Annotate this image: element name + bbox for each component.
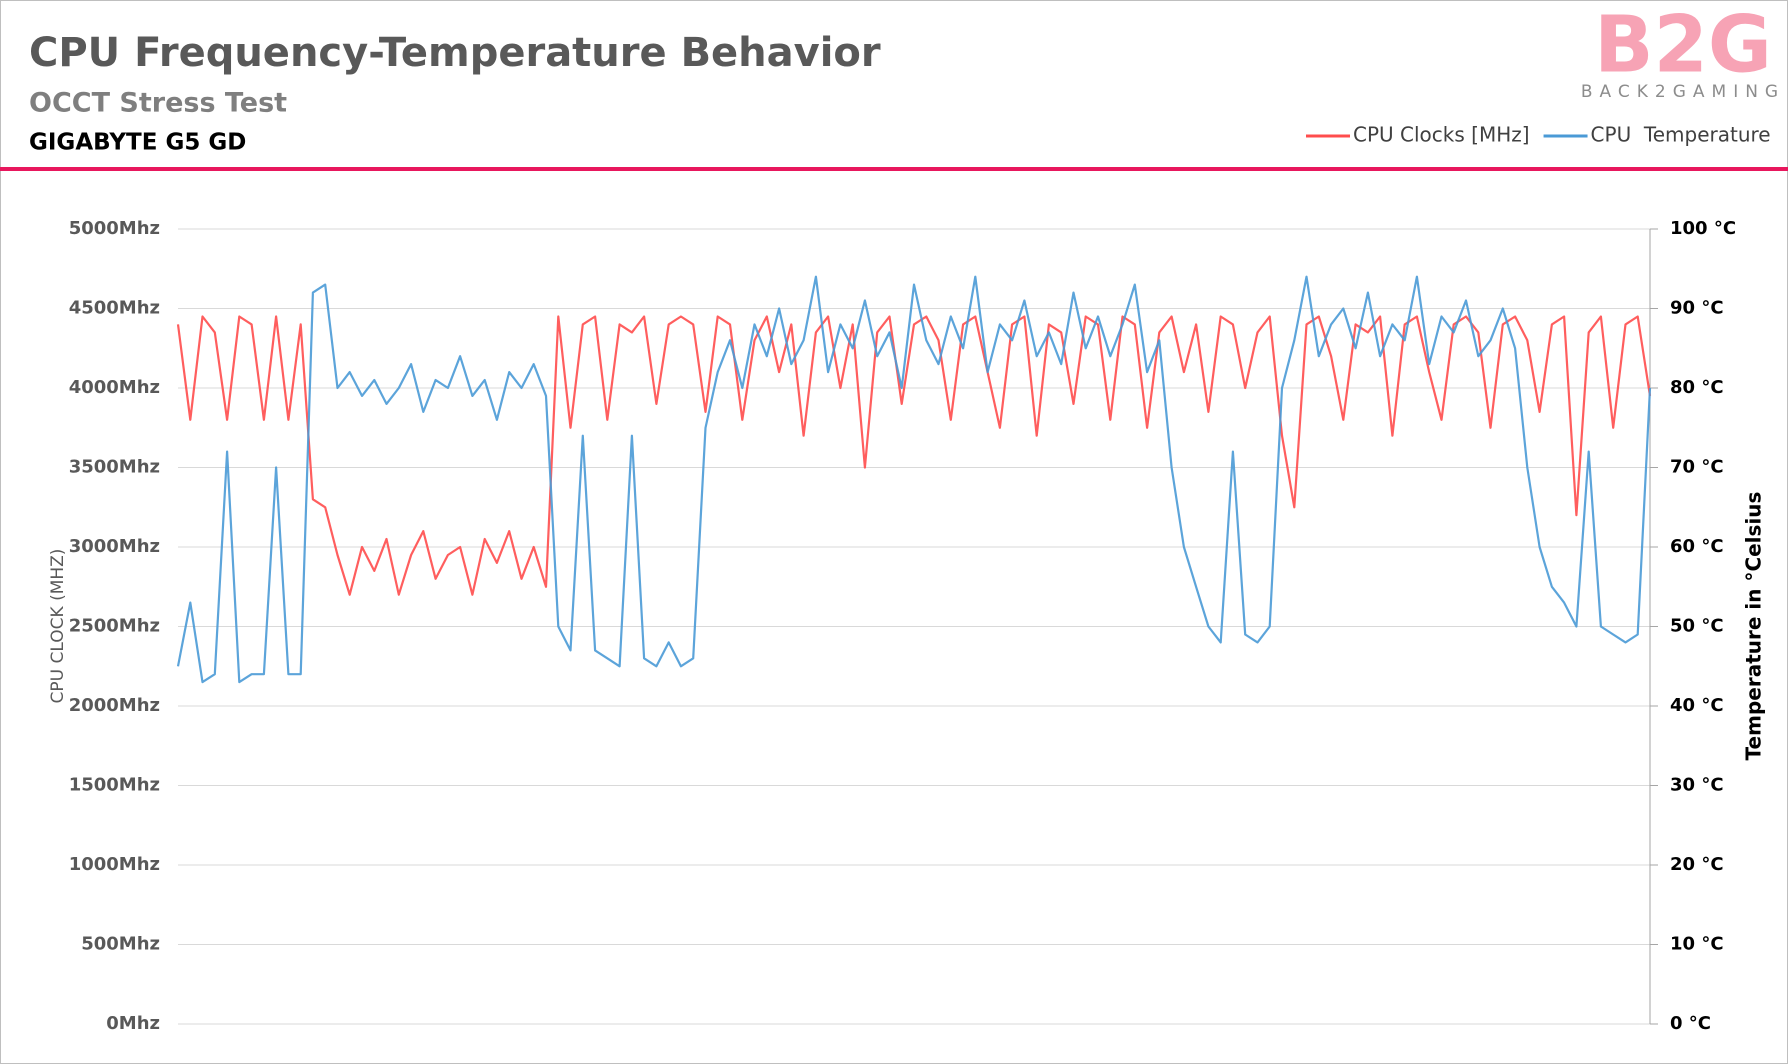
y2-tick-label: 20 °C xyxy=(1670,854,1724,875)
y2-axis-label: Temperature in °Celsius xyxy=(1742,492,1766,761)
y2-tick-label: 30 °C xyxy=(1670,775,1724,796)
y-tick-label: 4500Mhz xyxy=(69,298,160,319)
y2-tick-label: 90 °C xyxy=(1670,298,1724,319)
y2-tick-label: 80 °C xyxy=(1670,377,1724,398)
legend-label: CPU Clocks [MHz] xyxy=(1353,123,1530,147)
y-tick-label: 3500Mhz xyxy=(69,457,160,478)
y-tick-label: 5000Mhz xyxy=(69,218,160,239)
y-tick-label: 0Mhz xyxy=(106,1013,160,1034)
y-tick-label: 500Mhz xyxy=(81,934,160,955)
y-axis-label: CPU CLOCK (MHZ) xyxy=(48,549,68,704)
y2-tick-label: 100 °C xyxy=(1670,218,1736,239)
logo: B2G xyxy=(1594,0,1772,90)
y2-tick-label: 70 °C xyxy=(1670,457,1724,478)
y2-tick-label: 60 °C xyxy=(1670,536,1724,557)
y2-tick-label: 0 °C xyxy=(1670,1013,1711,1034)
y-tick-label: 3000Mhz xyxy=(69,536,160,557)
y-tick-label: 2500Mhz xyxy=(69,616,160,637)
y-tick-label: 1500Mhz xyxy=(69,775,160,796)
logo-tagline: BACK2GAMING xyxy=(1581,82,1785,102)
device-name: GIGABYTE G5 GD xyxy=(29,130,246,156)
y-tick-label: 2000Mhz xyxy=(69,695,160,716)
y-tick-label: 4000Mhz xyxy=(69,377,160,398)
y2-tick-label: 40 °C xyxy=(1670,695,1724,716)
y2-tick-label: 10 °C xyxy=(1670,934,1724,955)
chart-subtitle: OCCT Stress Test xyxy=(29,88,287,119)
series-line xyxy=(176,275,1652,684)
series-line xyxy=(176,315,1652,596)
y2-tick-label: 50 °C xyxy=(1670,616,1724,637)
chart-title: CPU Frequency-Temperature Behavior xyxy=(29,30,881,76)
y-tick-label: 1000Mhz xyxy=(69,854,160,875)
legend-label: CPU Temperature xyxy=(1591,123,1771,147)
header-rule xyxy=(0,167,1788,171)
